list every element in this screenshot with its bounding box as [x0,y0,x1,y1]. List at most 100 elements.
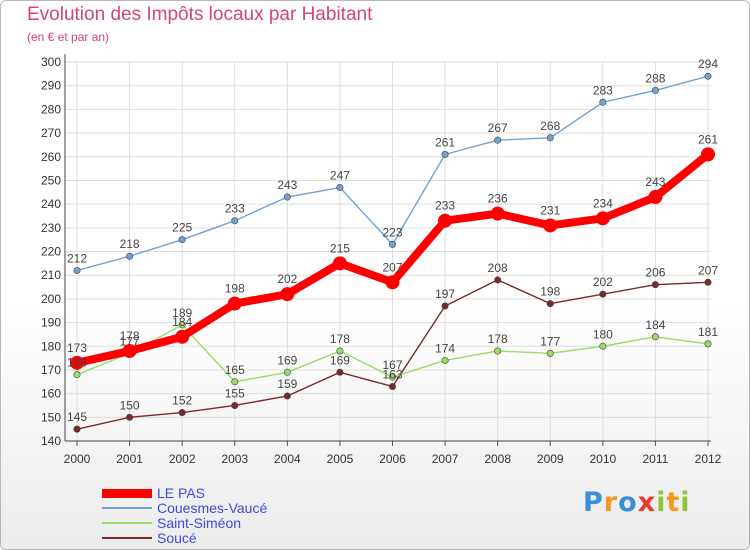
data-label: 181 [698,325,718,339]
data-point [122,343,137,358]
data-point [701,147,715,162]
data-label: 218 [120,237,140,251]
legend-label: LE PAS [157,485,205,501]
logo-letter: r [603,487,619,518]
x-tick-label: 2012 [695,452,722,466]
legend-swatch [102,488,152,498]
data-point [175,329,190,344]
logo-letter: P [583,487,604,518]
x-tick-label: 2010 [589,452,616,466]
data-label: 165 [225,363,245,377]
data-label: 189 [172,306,192,320]
data-label: 247 [330,169,350,183]
data-point [651,86,659,94]
x-tick-label: 2001 [116,452,143,466]
data-point [648,190,663,205]
y-tick-label: 210 [41,268,61,282]
data-point [73,425,81,433]
data-point [336,184,344,192]
data-point [385,275,400,290]
x-tick-label: 2002 [169,452,196,466]
data-point [126,252,134,260]
data-point [441,150,449,158]
data-point [704,72,712,80]
data-label: 288 [645,71,665,85]
data-label: 207 [382,260,402,274]
data-point [178,409,186,417]
data-point [441,356,449,364]
data-label: 268 [540,119,560,133]
x-tick-label: 2003 [221,452,248,466]
y-tick-label: 260 [41,150,61,164]
data-point [599,290,607,298]
data-point [336,368,344,376]
data-point [546,349,554,357]
data-label: 261 [698,132,718,146]
data-point [494,136,502,144]
legend-item: Soucé [102,530,197,546]
data-point [546,300,554,308]
data-label: 167 [382,358,402,372]
data-label: 184 [172,315,192,329]
data-label: 243 [645,175,665,189]
data-label: 215 [330,241,350,255]
y-tick-label: 200 [41,292,61,306]
data-point [599,98,607,106]
data-label: 294 [698,57,718,71]
data-label: 173 [67,341,87,355]
data-label: 206 [645,266,665,280]
legend-label: Couesmes-Vaucé [157,500,268,516]
data-label: 168 [67,356,87,370]
data-point [73,371,81,379]
y-tick-label: 190 [41,316,61,330]
chart-subtitle: (en € et par an) [27,30,110,44]
data-point [543,218,558,233]
data-label: 178 [120,329,140,343]
data-label: 159 [277,377,297,391]
data-label: 197 [435,287,455,301]
data-label: 212 [67,251,87,265]
data-point [441,302,449,310]
legend-item: Couesmes-Vaucé [102,500,267,516]
x-tick-label: 2008 [484,452,511,466]
logo-letter: i [656,487,667,518]
data-label: 180 [593,327,613,341]
data-point [178,321,186,329]
data-point [70,355,84,370]
logo-letter: x [637,487,657,518]
data-label: 267 [488,121,508,135]
y-tick-label: 290 [41,79,61,93]
y-tick-label: 220 [41,245,61,259]
data-point [336,347,344,355]
data-label: 208 [488,261,508,275]
data-label: 177 [120,334,140,348]
data-point [388,240,396,248]
logo-letter: t [666,487,681,518]
data-point [651,281,659,289]
data-label: 261 [435,135,455,149]
data-point [388,373,396,381]
data-label: 174 [435,341,455,355]
legend-swatch [102,522,152,524]
data-point [283,193,291,201]
data-point [494,276,502,284]
data-label: 169 [277,353,297,367]
legend-item: Saint-Siméon [102,515,241,531]
data-label: 225 [172,221,192,235]
data-point [490,206,505,221]
y-tick-label: 230 [41,221,61,235]
legend-swatch [102,507,152,509]
data-label: 233 [435,199,455,213]
data-point [280,287,295,302]
data-point [388,383,396,391]
proxiti-logo: Proxiti [583,487,691,518]
x-tick-label: 2006 [379,452,406,466]
data-label: 150 [120,398,140,412]
y-tick-label: 160 [41,387,61,401]
x-tick-label: 2000 [64,452,91,466]
data-label: 202 [593,275,613,289]
data-label: 178 [330,332,350,346]
data-label: 152 [172,394,192,408]
data-label: 198 [540,285,560,299]
